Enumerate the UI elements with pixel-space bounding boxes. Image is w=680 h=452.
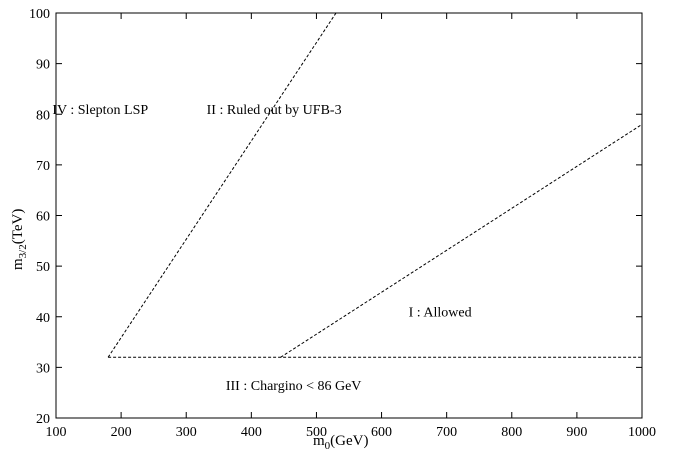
x-tick-label: 100 [46,425,67,440]
x-axis-label: m0(GeV) [313,433,369,452]
x-tick-labels: 100 200 300 400 500 600 700 800 900 1000 [46,425,657,440]
y-tick-label: 50 [36,260,50,275]
x-axis-label-sub: 0 [325,440,331,452]
region-labels: IV : Slepton LSP II : Ruled out by UFB-3 I… [52,103,471,394]
x-tick-label: 400 [241,425,262,440]
y-tick-label: 100 [29,7,50,22]
x-tick-label: 800 [501,425,522,440]
region-label: II : Ruled out by UFB-3 [207,103,342,118]
y-tick-label: 70 [36,159,50,174]
boundary-line-1 [107,12,337,358]
x-axis-label-main: m [313,433,325,449]
x-tick-label: 500 [306,425,327,440]
y-axis-label-main: m [10,258,26,270]
x-tick-label: 300 [176,425,197,440]
x-tick-label: 200 [111,425,132,440]
x-axis-label-unit: (GeV) [330,433,368,449]
region-label: I : Allowed [409,306,472,321]
y-tick-label: 30 [36,361,50,376]
y-tick-label: 90 [36,58,50,73]
y-tick-label: 20 [36,412,50,427]
y-tick-label: 80 [36,108,50,123]
y-axis-label-unit: (TeV) [10,209,26,245]
x-tick-label: 700 [436,425,457,440]
y-tick-labels: 20 30 40 50 60 70 80 90 100 [29,7,50,427]
y-tick-label: 60 [36,210,50,225]
region-label: IV : Slepton LSP [52,103,148,118]
x-tick-label: 1000 [628,425,656,440]
y-axis-label: m3/2(TeV) [10,209,29,270]
x-tick-label: 900 [566,425,587,440]
series-lines [107,12,643,358]
y-axis-label-sub: 3/2 [17,244,29,258]
x-tick-label: 600 [371,425,392,440]
axis-ticks [55,12,643,419]
y-tick-label: 40 [36,311,50,326]
region-label: III : Chargino < 86 GeV [226,379,362,394]
boundary-line-3 [280,123,643,358]
